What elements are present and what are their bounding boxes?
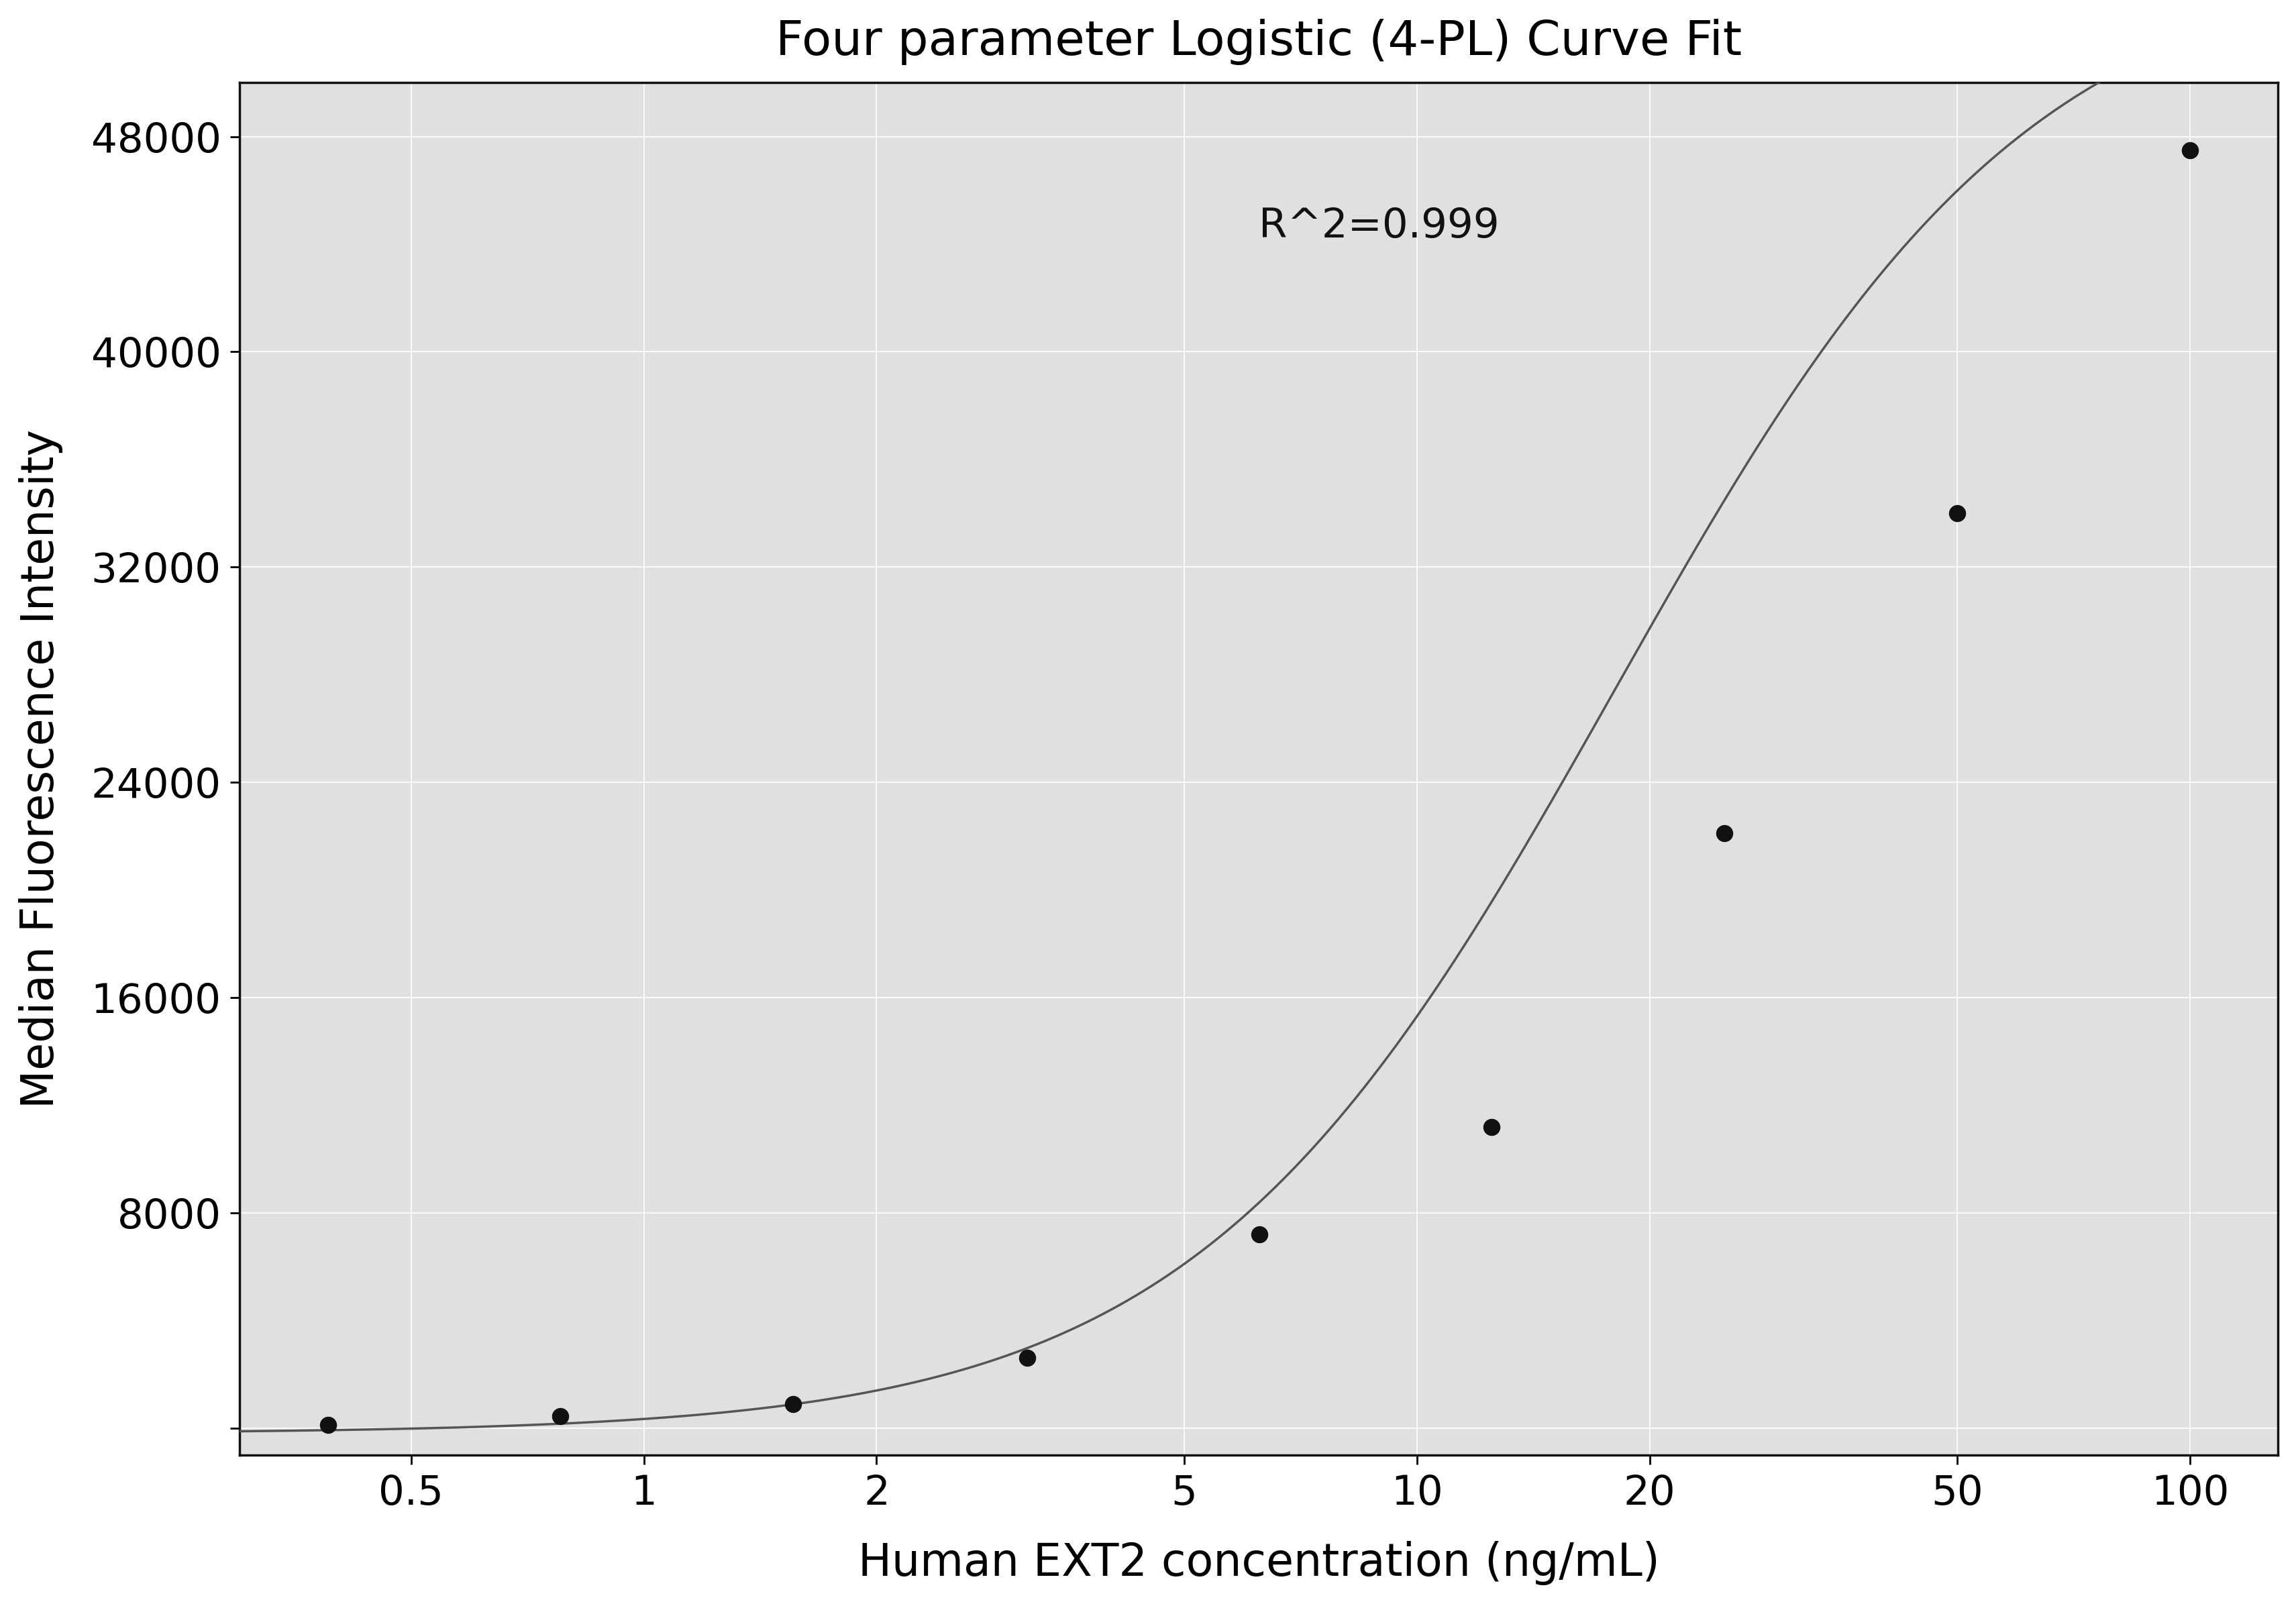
Point	[2172, 138, 2209, 164]
Point	[1938, 500, 1975, 526]
Point	[1008, 1346, 1045, 1371]
Point	[310, 1412, 347, 1437]
Point	[1240, 1222, 1277, 1248]
Point	[542, 1404, 579, 1429]
Point	[1706, 821, 1743, 847]
Text: R^2=0.999: R^2=0.999	[1258, 207, 1499, 245]
Y-axis label: Median Fluorescence Intensity: Median Fluorescence Intensity	[18, 430, 62, 1108]
Title: Four parameter Logistic (4-PL) Curve Fit: Four parameter Logistic (4-PL) Curve Fit	[776, 19, 1740, 64]
Point	[774, 1391, 810, 1416]
X-axis label: Human EXT2 concentration (ng/mL): Human EXT2 concentration (ng/mL)	[859, 1541, 1660, 1585]
Point	[1474, 1113, 1511, 1139]
